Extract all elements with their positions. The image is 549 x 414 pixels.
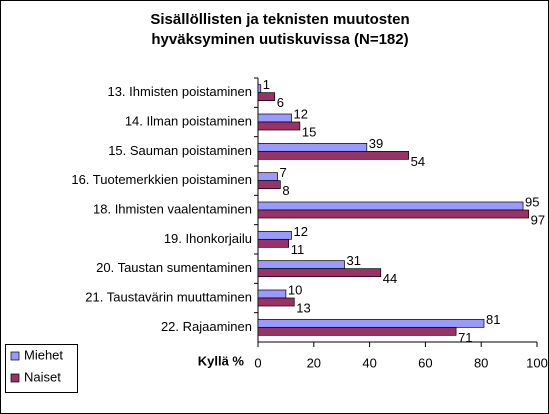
- legend-label: Naiset: [24, 369, 61, 384]
- y-tick-label: 20. Taustan sumentaminen: [96, 260, 252, 275]
- x-tick-label: 40: [362, 355, 376, 370]
- x-tick-label: 60: [418, 355, 432, 370]
- data-label: 8: [282, 183, 289, 198]
- y-tick-label: 21. Taustavärin muuttaminen: [85, 289, 252, 304]
- data-label: 71: [458, 330, 472, 345]
- data-label: 39: [369, 136, 383, 151]
- y-tick-label: 15. Sauman poistaminen: [108, 143, 252, 158]
- bar: [257, 142, 368, 152]
- data-label: 11: [291, 242, 305, 257]
- legend-label: Miehet: [24, 347, 63, 362]
- y-tick-label: 19. Ihonkorjailu: [164, 231, 252, 246]
- bar: [257, 113, 292, 123]
- y-tick-label: 22. Rajaaminen: [161, 319, 252, 334]
- bar: [257, 238, 290, 248]
- legend-swatch: [10, 373, 20, 383]
- y-tick-label: 18. Ihmisten vaalentaminen: [93, 201, 252, 216]
- bar: [257, 209, 529, 219]
- x-axis-label: Kyllä %: [198, 353, 245, 368]
- bar: [257, 297, 295, 307]
- data-label: 15: [302, 124, 316, 139]
- bar: [257, 268, 382, 278]
- bar: [257, 326, 457, 336]
- bar: [257, 260, 345, 270]
- data-label: 44: [383, 271, 397, 286]
- bar: [257, 180, 281, 190]
- bar: [257, 289, 287, 299]
- data-label: 10: [288, 282, 302, 297]
- bar: [257, 84, 262, 94]
- data-label: 1: [263, 77, 270, 92]
- bar: [257, 150, 410, 160]
- x-tick-label: 0: [254, 355, 261, 370]
- bar: [257, 230, 292, 240]
- data-label: 97: [531, 212, 545, 227]
- data-label: 12: [293, 224, 307, 239]
- chart-title: hyväksyminen uutiskuvissa (N=182): [151, 31, 408, 48]
- x-tick-label: 100: [526, 355, 548, 370]
- y-tick-label: 14. Ilman poistaminen: [125, 113, 252, 128]
- data-label: 54: [411, 154, 425, 169]
- bar: [257, 121, 301, 131]
- chart-title: Sisällöllisten ja teknisten muutosten: [150, 11, 409, 28]
- bar: [257, 201, 524, 211]
- data-label: 6: [277, 95, 284, 110]
- y-tick-label: 16. Tuotemerkkien poistaminen: [71, 172, 252, 187]
- bar: [257, 318, 485, 328]
- bar: [257, 172, 278, 182]
- x-tick-label: 20: [307, 355, 321, 370]
- x-tick-label: 80: [474, 355, 488, 370]
- data-label: 7: [280, 165, 287, 180]
- data-label: 81: [486, 312, 500, 327]
- y-tick-label: 13. Ihmisten poistaminen: [107, 84, 252, 99]
- data-label: 12: [293, 106, 307, 121]
- data-label: 95: [525, 194, 539, 209]
- bar: [257, 92, 276, 102]
- data-label: 13: [296, 300, 310, 315]
- legend-swatch: [10, 351, 20, 361]
- data-label: 31: [346, 253, 360, 268]
